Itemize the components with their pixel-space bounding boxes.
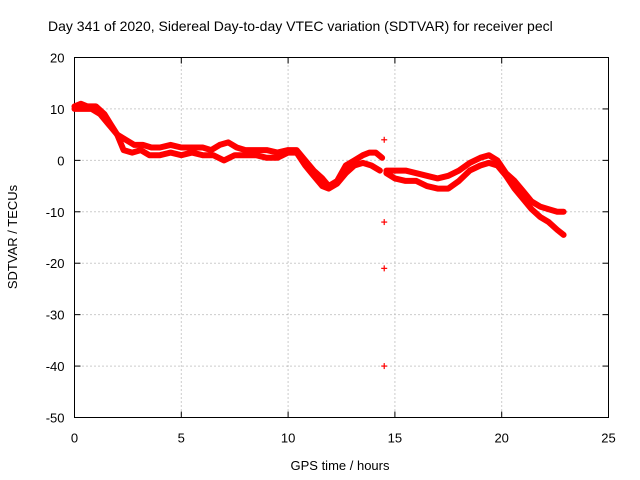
- x-tick-label: 5: [178, 431, 185, 446]
- y-tick-label: -30: [46, 308, 65, 323]
- y-tick-label: -40: [46, 359, 65, 374]
- outlier-point: [381, 265, 388, 272]
- y-tick-label: -20: [46, 256, 65, 271]
- y-tick-label: 10: [50, 102, 64, 117]
- outlier-point: [381, 136, 388, 143]
- x-tick-label: 15: [388, 431, 402, 446]
- x-tick-label: 0: [71, 431, 78, 446]
- y-tick-label: 20: [50, 51, 64, 66]
- y-tick-label: 0: [57, 153, 64, 168]
- y-tick-label: -10: [46, 205, 65, 220]
- plot-frame: [74, 57, 609, 418]
- y-tick-label: -50: [46, 411, 65, 426]
- series-track-late-lower: [383, 159, 567, 238]
- x-tick-label: 20: [494, 431, 508, 446]
- outlier-point: [381, 363, 388, 370]
- ticks-layer: 0 5 10 15 20 25 20 10 0 -10 -20 -30 -40 -50: [46, 51, 616, 446]
- series-track-main-lower: [71, 105, 383, 192]
- x-tick-label: 10: [281, 431, 295, 446]
- series-track-late-upper: [383, 152, 567, 215]
- chart-title: Day 341 of 2020, Sidereal Day-to-day VTE…: [48, 18, 553, 34]
- grid-layer: [74, 57, 609, 418]
- y-axis-label: SDTVAR / TECUs: [5, 184, 20, 289]
- x-axis-label: GPS time / hours: [291, 458, 390, 473]
- x-tick-label: 25: [601, 431, 615, 446]
- outlier-point: [381, 219, 388, 226]
- series-layer: [71, 100, 567, 370]
